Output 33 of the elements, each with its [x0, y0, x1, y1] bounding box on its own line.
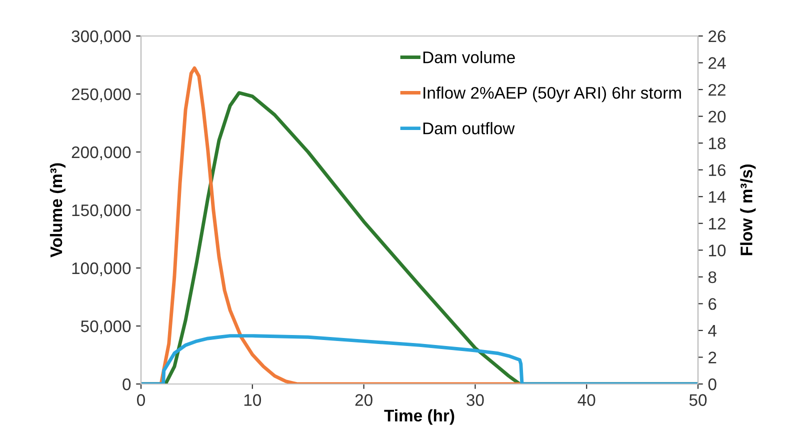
y-tick-label: 250,000 [72, 88, 131, 102]
y-tick-label: 50,000 [80, 320, 131, 334]
y2-tick-label: 24 [708, 57, 726, 69]
y2-tick-label: 20 [708, 110, 726, 123]
y2-tick-label: 16 [708, 164, 726, 176]
y2-axis-title: Flow ( m³/s) [740, 164, 756, 256]
x-tick-label: 10 [244, 394, 262, 406]
y-tick-label: 100,000 [72, 262, 131, 276]
x-tick-label: 20 [355, 394, 372, 406]
x-tick-label: 50 [689, 394, 707, 406]
y2-tick-label: 4 [708, 325, 717, 336]
x-tick-label: 0 [137, 394, 145, 406]
y2-tick-label: 14 [708, 191, 726, 203]
y2-tick-label: 12 [708, 218, 726, 230]
y2-tick-label: 10 [708, 244, 726, 256]
y2-tick-label: 2 [708, 352, 716, 364]
y-tick-label: 0 [122, 378, 131, 390]
y-tick-label: 150,000 [72, 204, 131, 218]
y2-tick-label: 26 [708, 30, 726, 42]
y2-tick-label: 6 [708, 298, 716, 310]
x-tick-label: 30 [466, 394, 484, 406]
y-tick-label: 200,000 [72, 146, 131, 160]
y2-tick-label: 0 [708, 378, 716, 390]
legend-label: Dam volume [423, 51, 515, 64]
legend-label: Inflow 2%AEP (50yr ARI) 6hr storm [424, 86, 681, 102]
legend-label: Dam outflow [423, 122, 515, 134]
x-tick-label: 40 [578, 394, 596, 406]
y2-tick-label: 22 [708, 84, 726, 96]
x-axis-title: Time (hr) [384, 409, 454, 425]
y2-tick-label: 18 [708, 137, 726, 150]
y-axis-title: Volume (m³) [50, 163, 66, 258]
y2-tick-label: 8 [708, 271, 716, 284]
y-tick-label: 300,000 [72, 30, 131, 44]
